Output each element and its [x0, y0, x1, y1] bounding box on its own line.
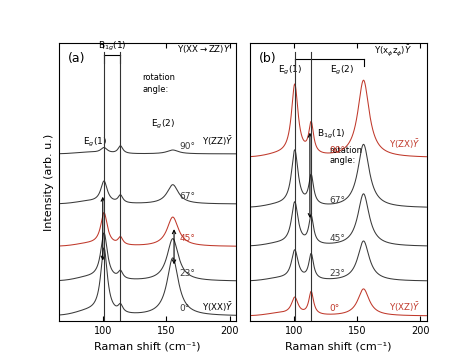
Text: 90°: 90° — [179, 142, 195, 151]
Text: rotation: rotation — [329, 146, 363, 155]
Text: 67°: 67° — [179, 192, 195, 201]
Text: 67°: 67° — [329, 196, 346, 205]
Text: (b): (b) — [259, 52, 276, 65]
Text: angle:: angle: — [329, 156, 356, 165]
Text: 23°: 23° — [179, 269, 195, 278]
Text: 0°: 0° — [329, 304, 340, 313]
Text: B$_{1g}$(1): B$_{1g}$(1) — [98, 39, 127, 53]
Text: 45°: 45° — [329, 234, 346, 243]
Text: Y(ZZ)$\bar{Y}$: Y(ZZ)$\bar{Y}$ — [202, 134, 233, 148]
Text: B$_{1g}$(1): B$_{1g}$(1) — [317, 128, 346, 142]
Text: Y(XZ)$\bar{Y}$: Y(XZ)$\bar{Y}$ — [389, 300, 420, 314]
Text: E$_g$(2): E$_g$(2) — [330, 64, 354, 77]
Text: 90°: 90° — [329, 145, 346, 155]
Text: (a): (a) — [68, 52, 86, 65]
Text: E$_g$(1): E$_g$(1) — [278, 64, 302, 77]
Text: Y(XX)$\bar{Y}$: Y(XX)$\bar{Y}$ — [202, 300, 233, 314]
Text: Y(ZX)$\bar{Y}$: Y(ZX)$\bar{Y}$ — [389, 138, 420, 151]
Text: rotation: rotation — [143, 73, 175, 82]
Y-axis label: Intensity (arb. u.): Intensity (arb. u.) — [44, 134, 54, 231]
Text: E$_g$(2): E$_g$(2) — [151, 117, 175, 131]
X-axis label: Raman shift (cm⁻¹): Raman shift (cm⁻¹) — [285, 342, 392, 352]
Text: angle:: angle: — [143, 84, 169, 93]
Text: Y(XX$\to$ZZ)$\bar{Y}$: Y(XX$\to$ZZ)$\bar{Y}$ — [177, 43, 231, 56]
Text: 45°: 45° — [179, 234, 195, 243]
Text: 23°: 23° — [329, 269, 346, 278]
Text: 0°: 0° — [179, 304, 189, 313]
Text: Y(x$_\phi$z$_\phi$)$\bar{Y}$: Y(x$_\phi$z$_\phi$)$\bar{Y}$ — [374, 43, 412, 58]
X-axis label: Raman shift (cm⁻¹): Raman shift (cm⁻¹) — [94, 342, 201, 352]
Text: E$_g$(1): E$_g$(1) — [82, 136, 107, 149]
